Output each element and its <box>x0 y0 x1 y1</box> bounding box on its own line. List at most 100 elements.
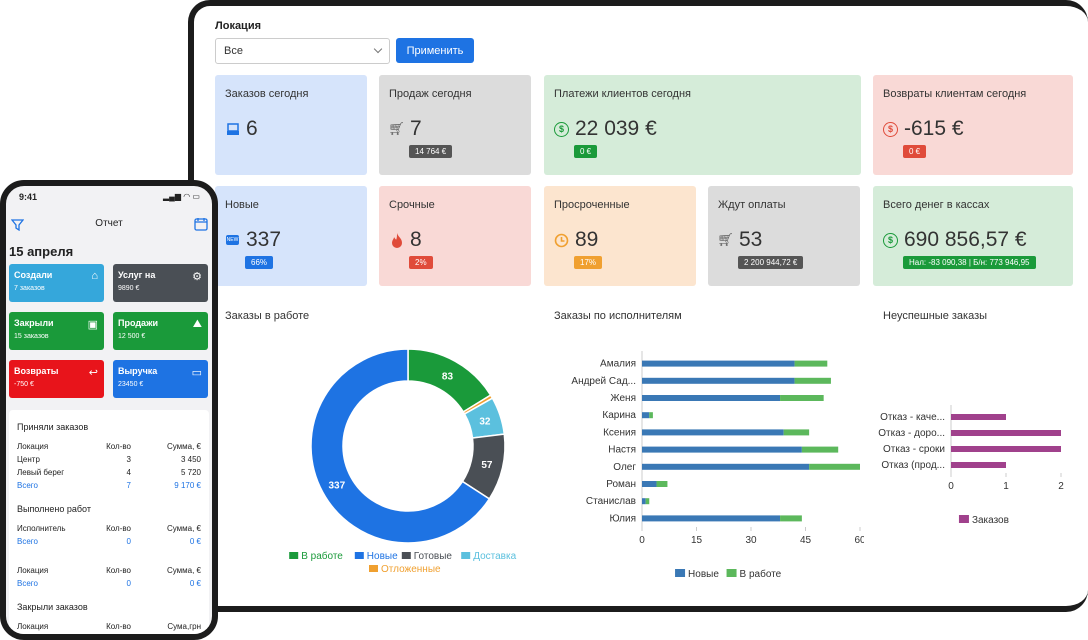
summary-tile[interactable]: Услуг на 9890 € ⚙ <box>113 264 208 302</box>
table-header: Локация Кол-во Сума,грн <box>17 622 201 631</box>
bar-В работе <box>780 395 824 401</box>
card-badge: Нал: -83 090,38 | Б/н: 773 946,95 <box>903 256 1036 269</box>
legend-entry: В работе <box>301 550 343 562</box>
location-select-value: Все <box>224 45 243 57</box>
summary-tile[interactable]: Выручка 23450 € ▭ <box>113 360 208 398</box>
legend-entry: В работе <box>740 568 782 580</box>
report-list: Приняли заказов Локация Кол-во Сумма, € Це… <box>9 410 209 634</box>
category-label: Олег <box>613 462 636 473</box>
calendar-icon[interactable] <box>194 217 208 236</box>
card-value: 6 <box>246 117 258 140</box>
filter-icon[interactable] <box>10 218 25 236</box>
reply-icon: ↩ <box>88 367 98 379</box>
legend-entry: Новые <box>367 551 398 562</box>
legend-swatch <box>675 569 686 577</box>
card-value: 89 <box>575 228 599 251</box>
orders-by-executor-bar-chart: Амалия Андрей Сад... Женя Карина Ксения Настя… <box>571 351 864 580</box>
closed-title: Закрыли заказов <box>17 602 88 612</box>
category-label: Амалия <box>600 359 636 370</box>
category-label: Отказ - сроки <box>883 444 945 455</box>
location-label: Локация <box>215 20 262 32</box>
bar-Заказов <box>951 414 1006 420</box>
x-tick-label: 15 <box>691 535 703 546</box>
x-tick-label: 1 <box>1003 481 1009 492</box>
tile-value: 7 заказов <box>14 285 45 292</box>
category-label: Ксения <box>603 427 636 438</box>
accepted-title: Приняли заказов <box>17 422 89 432</box>
new-icon: NEW <box>225 235 240 245</box>
table-row: Центр 3 3 450 <box>17 455 201 464</box>
summary-tile[interactable]: Закрыли 15 заказов ▣ <box>9 312 104 350</box>
bar-Заказов <box>951 430 1061 436</box>
donut-data-label: 337 <box>328 481 345 492</box>
card-title: Всего денег в кассах <box>883 199 990 211</box>
donut-data-label: 57 <box>481 460 493 471</box>
phone-frame: 9:41 ▂▄▆ ◠ ▭ Отчет 15 апреля Создали 7 за… <box>0 180 218 640</box>
card-title: Просроченные <box>554 199 630 211</box>
table-total-row[interactable]: Всего 0 0 € <box>17 537 201 546</box>
tile-title: Закрыли <box>14 318 54 328</box>
legend-swatch <box>461 552 471 559</box>
clock-icon <box>554 233 569 248</box>
bar-Новые <box>642 481 657 487</box>
failed-orders-bar-chart: Отказ - каче... Отказ - доро... Отказ - ср… <box>878 405 1064 526</box>
bar-В работе <box>801 446 839 453</box>
orders-by-executor-title: Заказы по исполнителям <box>554 310 682 322</box>
gears-icon: ⚙ <box>192 271 202 283</box>
client-payments-card: Платежи клиентов сегодня $22 039 € 0 € <box>544 75 861 175</box>
tile-title: Выручка <box>118 366 158 376</box>
bar-Заказов <box>951 462 1006 468</box>
legend-entry: Отложенные <box>381 564 441 575</box>
x-tick-label: 45 <box>800 535 812 546</box>
card-badge: 0 € <box>903 145 927 158</box>
bar-В работе <box>649 412 653 419</box>
home-icon: ⌂ <box>91 270 98 282</box>
bar-В работе <box>794 360 828 367</box>
summary-tile[interactable]: Создали 7 заказов ⌂ <box>9 264 104 302</box>
table-total-row[interactable]: Всего 0 0 € <box>17 579 201 588</box>
x-tick-label: 0 <box>948 481 954 492</box>
category-label: Роман <box>606 479 636 490</box>
category-label: Отказ - доро... <box>878 428 945 439</box>
card-badge: 2 200 944,72 € <box>738 256 804 269</box>
chevron-down-icon <box>373 44 383 54</box>
tile-title: Возвраты <box>14 366 59 376</box>
legend-swatch <box>958 515 969 523</box>
bar-Заказов <box>951 446 1061 452</box>
bar-Новые <box>642 395 781 401</box>
card-title: Ждут оплаты <box>718 199 786 211</box>
category-label: Юлия <box>610 513 637 524</box>
summary-tile[interactable]: Продажи 12 500 € ⛰ <box>113 312 208 350</box>
table-header: Локация Кол-во Сумма, € <box>17 566 201 575</box>
legend-entry: Заказов <box>972 515 1009 526</box>
bar-В работе <box>783 429 810 436</box>
new-orders-card: Новые NEW 337 66% <box>215 186 367 286</box>
legend-swatch <box>289 552 299 559</box>
orders-in-work-donut-chart: 83 32 57 337 В работе Новые Готовые Доставка Отл… <box>289 348 517 575</box>
cart-icon: 🛒︎ <box>717 232 734 247</box>
dollar-coin-icon: $ <box>883 121 898 137</box>
apply-button[interactable]: Применить <box>396 38 474 63</box>
card-title: Продаж сегодня <box>389 88 472 100</box>
donut-slice-Новые <box>310 348 491 544</box>
bar-Новые <box>642 377 795 384</box>
legend-entry: Новые <box>688 569 719 580</box>
tray-icon <box>225 122 240 137</box>
category-label: Отказ (прод... <box>881 460 945 471</box>
table-total-row[interactable]: Всего 7 9 170 € <box>17 481 201 490</box>
card-badge: 2% <box>409 256 433 269</box>
card-title: Срочные <box>389 199 435 211</box>
category-label: Карина <box>602 410 636 421</box>
bar-Новые <box>642 412 650 419</box>
tile-value: -750 € <box>14 381 34 388</box>
clipboard-icon: ▣ <box>87 319 98 331</box>
legend-swatch <box>354 552 364 559</box>
bar-Новые <box>642 515 781 522</box>
donut-data-label: 32 <box>479 417 491 428</box>
bar-Новые <box>642 429 784 436</box>
card-badge: 66% <box>245 256 274 269</box>
card-badge: 14 764 € <box>409 145 453 158</box>
summary-tile[interactable]: Возвраты -750 € ↩ <box>9 360 104 398</box>
location-select[interactable]: Все <box>215 38 390 64</box>
table-row: Левый берег 4 5 720 <box>17 468 201 477</box>
